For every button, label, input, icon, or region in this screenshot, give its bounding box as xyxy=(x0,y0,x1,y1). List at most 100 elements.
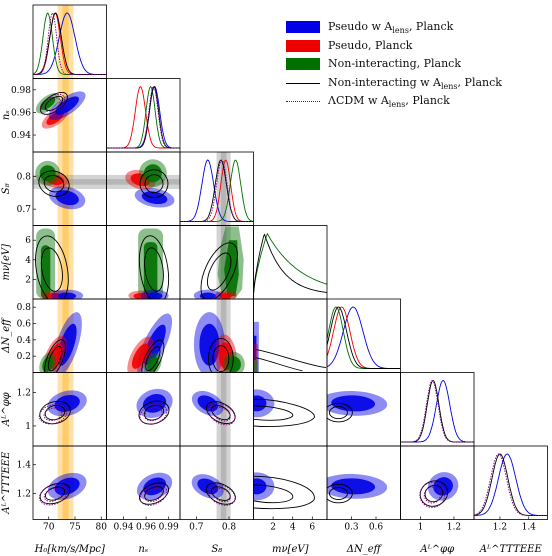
nonint-alens-68 xyxy=(207,252,232,291)
nonint-alens-68 xyxy=(47,345,63,372)
y-tick-label: 1.4 xyxy=(17,461,32,471)
legend-entry: ΛCDM w Alens, Planck xyxy=(286,93,548,112)
pseudo-alens-68 xyxy=(253,335,257,361)
lcdm-alens-95 xyxy=(139,484,168,506)
x-tick-label: 75 xyxy=(69,523,81,533)
nonint-alens-68 xyxy=(328,487,348,501)
pseudo-alens-68 xyxy=(199,323,220,366)
lcdm-alens-68 xyxy=(212,487,231,503)
lcdm-alens-95 xyxy=(208,403,236,426)
y-tick-label: 0.96 xyxy=(11,108,31,118)
nonint-95 xyxy=(253,360,258,373)
panel-frame xyxy=(473,445,548,520)
y-axis-label: nₛ xyxy=(1,110,12,120)
pseudo-alens-68 xyxy=(146,292,163,299)
nonint-alens-95 xyxy=(39,400,71,425)
y-tick-label: 4 xyxy=(25,256,31,266)
nonint-alens-95 xyxy=(206,401,236,425)
x-tick-label: 70 xyxy=(43,523,55,533)
s8-band-inner xyxy=(220,152,227,226)
nonint-alens-95 xyxy=(205,482,236,505)
nonint-alens-68 xyxy=(256,357,303,372)
nonint-alens-95 xyxy=(207,338,234,373)
marginal-aphi-lcdm-alens xyxy=(400,380,474,443)
panel-Neff-Aphiphi xyxy=(327,390,388,423)
pseudo-95 xyxy=(253,343,258,373)
s8-band-inner xyxy=(220,372,227,446)
nonint-alens-95 xyxy=(138,482,170,505)
x-tick-label: 80 xyxy=(96,523,108,533)
nonint-68 xyxy=(40,245,51,299)
x-tick-label: 1.4 xyxy=(522,523,537,533)
s8-prior-band xyxy=(216,152,231,226)
legend-entry: Pseudo w Alens, Planck xyxy=(286,19,548,38)
marginal-ns-pseudo-curve xyxy=(106,85,180,149)
panel-mnu-Neff xyxy=(253,321,327,373)
panel-S8-ATT xyxy=(191,474,236,506)
x-axis-label: ΔN_eff xyxy=(346,544,383,555)
panel-H0-ns xyxy=(35,91,86,129)
pseudo-68 xyxy=(133,293,148,299)
marginal-ns-lcdm-alens-curve xyxy=(106,85,180,149)
s8-prior-band xyxy=(216,372,231,446)
x-tick-label: 0.6 xyxy=(369,523,384,533)
nonint-68 xyxy=(40,96,56,110)
nonint-68 xyxy=(143,242,158,299)
marginal-aphi-pseudo-alens xyxy=(400,380,474,443)
marginal-neff-pseudo-curve xyxy=(327,306,401,369)
panel-ns-Neff xyxy=(127,313,173,373)
lcdm-alens-68 xyxy=(44,97,61,112)
marginal-mnu-nonint-alens-curve xyxy=(253,233,327,293)
panel-ns-Aphiphi xyxy=(136,388,173,425)
x-axis-label: Aᴸ^TTTEEE xyxy=(479,544,543,555)
panel-S8-Aphiphi xyxy=(191,390,236,426)
x-tick-label: 0.94 xyxy=(113,523,133,533)
marginal-att-nonint-alens xyxy=(474,453,548,516)
pseudo-alens-68 xyxy=(55,190,79,206)
panel-frame xyxy=(253,298,328,373)
lcdm-alens-95 xyxy=(208,484,236,506)
nonint-alens-68 xyxy=(40,247,63,292)
h0-band-inner xyxy=(62,152,69,226)
y-tick-label: 1.2 xyxy=(17,389,31,399)
x-tick-label: 0.96 xyxy=(136,523,156,533)
legend-swatch xyxy=(286,101,320,102)
marginal-att-pseudo-alens xyxy=(474,453,548,516)
marginal-mnu-nonint-curve xyxy=(253,232,327,294)
nonint-alens-95 xyxy=(253,475,315,510)
nonint-alens-95 xyxy=(139,169,169,199)
x-tick-label: 0.99 xyxy=(159,523,179,533)
nonint-alens-68 xyxy=(144,174,164,194)
marginal-neff-pseudo xyxy=(327,306,401,369)
s8-band-inner xyxy=(220,299,227,373)
pseudo-alens-68 xyxy=(55,96,80,115)
legend-swatch xyxy=(286,21,320,33)
panel-mnu-ATT xyxy=(253,472,315,510)
marginal-neff-nonint-alens-curve xyxy=(327,306,401,369)
lcdm-alens-68 xyxy=(423,486,441,504)
y-tick-label: 0.94 xyxy=(11,131,31,141)
legend-entry: Non-interacting w Alens, Planck xyxy=(286,75,548,94)
x-tick-label: 0.8 xyxy=(222,523,237,533)
legend-label: Non-interacting w Alens, Planck xyxy=(328,75,502,91)
nonint-alens-95 xyxy=(256,349,327,369)
legend-label: Pseudo, Planck xyxy=(328,38,413,52)
lcdm-alens-95 xyxy=(139,403,168,425)
nonint-alens-95 xyxy=(327,483,353,504)
h0-band-outer xyxy=(57,5,74,79)
marginal-mnu-nonint-alens xyxy=(253,233,327,293)
h0-band-inner xyxy=(62,5,69,79)
y-axis-label: S₈ xyxy=(1,183,12,194)
pseudo-alens-68 xyxy=(331,478,376,495)
panel-Aphiphi-ATT xyxy=(419,472,459,508)
marginal-neff-pseudo-alens-curve xyxy=(327,306,401,369)
y-tick-label: 0.98 xyxy=(11,86,31,96)
panel-S8-mnu xyxy=(193,226,244,299)
marginal-aphi-nonint-alens-curve xyxy=(400,380,474,443)
s8-band-inner xyxy=(220,446,227,520)
x-tick-label: 2 xyxy=(270,523,276,533)
x-tick-label: 1.2 xyxy=(493,523,507,533)
lcdm-alens-68 xyxy=(144,487,163,503)
marginal-h0-lcdm-alens-curve xyxy=(33,12,107,75)
